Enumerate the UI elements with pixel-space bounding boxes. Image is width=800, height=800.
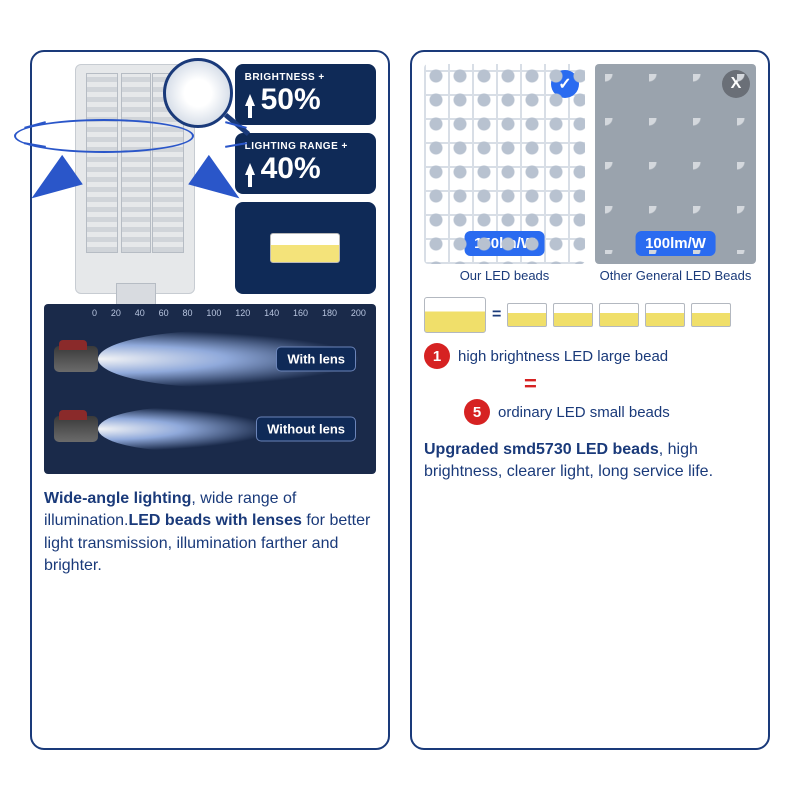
other-beads-box: X 100lm/W bbox=[595, 64, 756, 264]
our-beads-sublabel: Our LED beads bbox=[424, 268, 585, 283]
equals-sign: = bbox=[524, 371, 756, 397]
left-graphic: BRIGHTNESS + 50% LIGHTING RANGE + 40% 02… bbox=[44, 64, 376, 474]
lens-chart: 02040 6080100 120140160 180200 With lens… bbox=[44, 304, 376, 474]
up-arrow-icon bbox=[245, 163, 255, 175]
cross-icon: X bbox=[722, 70, 750, 98]
with-lens-row: With lens bbox=[54, 328, 366, 390]
right-caption: Upgraded smd5730 LED beads, high brightn… bbox=[424, 439, 756, 484]
up-arrow-icon bbox=[245, 94, 255, 106]
left-caption: Wide-angle lighting, wide range of illum… bbox=[44, 488, 376, 578]
lamp-illustration bbox=[44, 64, 227, 294]
without-lens-label: Without lens bbox=[256, 417, 356, 442]
our-beads-box: ✓ 150lm/W bbox=[424, 64, 585, 264]
chip-equivalence: = bbox=[424, 297, 756, 333]
with-lens-label: With lens bbox=[276, 347, 356, 372]
chip-badge bbox=[235, 202, 376, 294]
equation-line-2: 5 ordinary LED small beads bbox=[464, 399, 756, 425]
our-lm-label: 150lm/W bbox=[464, 231, 545, 256]
other-lm-label: 100lm/W bbox=[635, 231, 716, 256]
led-chip-icon bbox=[270, 233, 340, 263]
range-value: 40% bbox=[261, 152, 321, 186]
brightness-badge: BRIGHTNESS + 50% bbox=[235, 64, 376, 125]
brightness-value: 50% bbox=[261, 83, 321, 117]
car-icon bbox=[54, 346, 98, 372]
car-icon bbox=[54, 416, 98, 442]
chart-ruler: 02040 6080100 120140160 180200 bbox=[92, 308, 366, 320]
without-lens-row: Without lens bbox=[54, 398, 366, 460]
red-number-1: 1 bbox=[424, 343, 450, 369]
equation-line-1: 1 high brightness LED large bead bbox=[424, 343, 756, 369]
brightness-label: BRIGHTNESS + bbox=[245, 72, 366, 83]
right-graphic: ✓ 150lm/W X 100lm/W Our LED beads Other … bbox=[424, 64, 756, 425]
range-badge: LIGHTING RANGE + 40% bbox=[235, 133, 376, 194]
other-beads-sublabel: Other General LED Beads bbox=[595, 268, 756, 283]
right-panel: ✓ 150lm/W X 100lm/W Our LED beads Other … bbox=[410, 50, 770, 750]
large-chip-icon bbox=[424, 297, 486, 333]
check-icon: ✓ bbox=[551, 70, 579, 98]
left-panel: BRIGHTNESS + 50% LIGHTING RANGE + 40% 02… bbox=[30, 50, 390, 750]
range-label: LIGHTING RANGE + bbox=[245, 141, 366, 152]
red-number-5: 5 bbox=[464, 399, 490, 425]
